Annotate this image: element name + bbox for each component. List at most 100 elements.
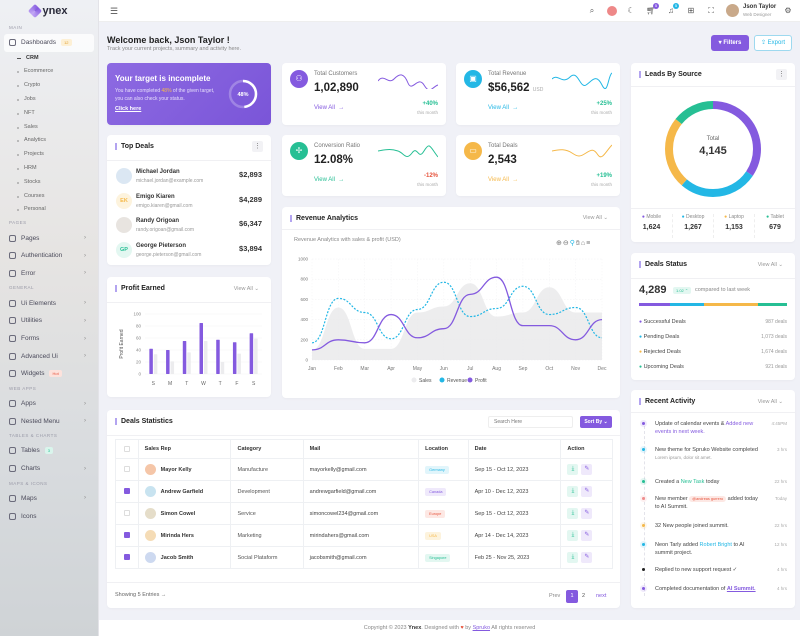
edit-icon[interactable]: ✎ xyxy=(581,464,593,475)
sidebar-item-advanced-ui[interactable]: Advanced Ui › xyxy=(0,347,98,365)
zoom-out-icon[interactable]: ⊖ xyxy=(562,240,570,247)
sidebar-subitem-stocks[interactable]: Stocks xyxy=(0,176,98,190)
reset-home-icon[interactable]: ⌂ xyxy=(580,240,587,247)
stat-period: this month xyxy=(417,110,438,115)
stat-value: 12.08% xyxy=(314,154,354,166)
sidebar-item-utilities[interactable]: Utilities › xyxy=(0,312,98,330)
sidebar-subitem-sales[interactable]: Sales xyxy=(0,121,98,135)
row-checkbox[interactable] xyxy=(115,546,139,569)
pagination-page-2[interactable]: 2 xyxy=(582,593,586,599)
sidebar-item-dashboards[interactable]: Dashboards 12 xyxy=(4,34,94,52)
view-all-link[interactable]: View All → xyxy=(488,177,519,183)
sidebar-item-icons[interactable]: Icons xyxy=(0,507,98,525)
top-deal-item[interactable]: Michael Jordan michael.jordan@example.co… xyxy=(116,166,262,186)
row-checkbox[interactable] xyxy=(115,480,139,503)
sidebar-subitem-nft[interactable]: NFT xyxy=(0,107,98,121)
view-all-link[interactable]: View All → xyxy=(314,105,345,111)
settings-gear-icon[interactable]: ⚙ xyxy=(784,6,792,15)
user-avatar[interactable] xyxy=(726,4,739,17)
search-icon[interactable]: ⌕ xyxy=(589,6,595,15)
row-checkbox[interactable] xyxy=(115,458,139,481)
sidebar-item-tables[interactable]: Tables 3 xyxy=(0,442,98,460)
top-deal-item[interactable]: Randy Origoan randy.origoan@gmail.com $6… xyxy=(116,215,262,235)
sidebar-item-pages[interactable]: Pages › xyxy=(0,229,98,247)
moon-icon[interactable]: ☾ xyxy=(627,6,635,15)
more-options-icon[interactable]: ⋮ xyxy=(776,69,787,80)
revenue-analytics-title: Revenue Analytics xyxy=(290,215,358,222)
activity-view-all[interactable]: View All ⌄ xyxy=(757,399,783,405)
pagination-prev[interactable]: Prev xyxy=(549,593,561,599)
wallet-icon: ▣ xyxy=(464,70,482,88)
bell-icon[interactable]: ♫︎ 5 xyxy=(668,3,679,15)
bar xyxy=(170,361,175,374)
location-badge: Canada xyxy=(425,487,447,496)
click-here-link[interactable]: Click here xyxy=(115,106,142,112)
logo[interactable]: ynex xyxy=(0,0,98,22)
pagination-page-1[interactable]: 1 xyxy=(566,590,578,603)
sidebar-subitem-crypto[interactable]: Crypto xyxy=(0,79,98,93)
more-options-icon[interactable]: ⋮ xyxy=(252,141,263,152)
sidebar-item-charts[interactable]: Charts › xyxy=(0,460,98,478)
sidebar-item-nested-menu[interactable]: Nested Menu › xyxy=(0,412,98,430)
revenue-chart-title: Revenue Analytics with sales & profit (U… xyxy=(294,237,401,243)
chart-menu-icon[interactable]: ≡ xyxy=(586,240,592,247)
top-deal-item[interactable]: EK Emigo Kiaren emigo.kiaren@gmail.com $… xyxy=(116,191,262,211)
edit-icon[interactable]: ✎ xyxy=(581,486,593,497)
cart-icon[interactable]: 🛒︎ 5 xyxy=(646,3,659,15)
sidebar-item-maps[interactable]: Maps › xyxy=(0,490,98,508)
pan-hand-icon[interactable]: ✋︎ xyxy=(575,240,581,247)
sidebar-subitem-hrm[interactable]: HRM xyxy=(0,162,98,176)
table-row: Jacob Smith Social Plataform jacobsmith@… xyxy=(115,546,613,569)
profit-view-all[interactable]: View All ⌄ xyxy=(233,286,259,292)
fullscreen-icon[interactable]: ⛶ xyxy=(708,6,714,15)
users-icon: ⚇ xyxy=(290,70,308,88)
sidebar-item-widgets[interactable]: Widgets Hot xyxy=(0,365,98,383)
sidebar-item-apps[interactable]: Apps › xyxy=(0,395,98,413)
row-checkbox[interactable] xyxy=(115,502,139,525)
export-button[interactable]: ⇪ Export xyxy=(754,35,792,51)
edit-icon[interactable]: ✎ xyxy=(581,508,593,519)
edit-icon[interactable]: ✎ xyxy=(581,552,593,563)
flag-us-icon[interactable] xyxy=(607,6,617,16)
sidebar-subitem-courses[interactable]: Courses xyxy=(0,190,98,204)
download-icon[interactable]: ⤓ xyxy=(567,552,579,563)
edit-icon[interactable]: ✎ xyxy=(581,530,593,541)
zoom-in-icon[interactable]: ⊕ xyxy=(556,240,563,247)
sidebar-item-authentication[interactable]: Authentication › xyxy=(0,247,98,265)
filters-button[interactable]: ▾ Filters xyxy=(711,35,749,51)
view-all-link[interactable]: View All → xyxy=(488,105,519,111)
table-row: Andrew Garfield Development andrewgarfie… xyxy=(115,480,613,503)
row-checkbox[interactable] xyxy=(115,524,139,547)
top-deal-item[interactable]: GP George Pieterson george.pieterson@gma… xyxy=(116,240,262,260)
zoom-select-icon[interactable]: ⚲ xyxy=(569,240,576,247)
deals-compare-text: compared to last week xyxy=(695,287,751,293)
download-icon[interactable]: ⤓ xyxy=(567,530,579,541)
deal-status-item: ● Upcoming Deals 921 deals xyxy=(639,364,787,370)
profit-earned-card: Profit Earned View All ⌄ 0 20 40 60 80 100 Pro… xyxy=(107,277,271,397)
sidebar-subitem-jobs[interactable]: Jobs xyxy=(0,93,98,107)
menu-toggle-icon[interactable]: ☰ xyxy=(109,6,119,16)
activity-time: 4:45PM xyxy=(771,421,787,426)
sidebar-subitem-personal[interactable]: Personal xyxy=(0,203,98,217)
sidebar-subitem-ecommerce[interactable]: Ecommerce xyxy=(0,65,98,79)
download-icon[interactable]: ⤓ xyxy=(567,486,579,497)
download-icon[interactable]: ⤓ xyxy=(567,508,579,519)
apps-grid-icon[interactable]: ⊞ xyxy=(687,6,695,15)
sidebar-item-error[interactable]: Error › xyxy=(0,265,98,283)
search-input[interactable] xyxy=(488,416,573,428)
sidebar-item-ui-elements[interactable]: Ui Elements › xyxy=(0,294,98,312)
sales-rep-name: Andrew Garfield xyxy=(160,488,204,495)
view-all-link[interactable]: View All → xyxy=(314,177,345,183)
spruko-link[interactable]: Spruko xyxy=(472,625,491,631)
sidebar-subitem-crm[interactable]: CRM xyxy=(0,52,98,66)
download-icon[interactable]: ⤓ xyxy=(567,464,579,475)
revenue-view-all[interactable]: View All ⌄ xyxy=(582,215,608,221)
sidebar-subitem-projects[interactable]: Projects xyxy=(0,148,98,162)
sidebar-subitem-analytics[interactable]: Analytics xyxy=(0,134,98,148)
sidebar-item-forms[interactable]: Forms › xyxy=(0,330,98,348)
user-name[interactable]: Json Taylor xyxy=(743,4,777,10)
select-all-checkbox[interactable] xyxy=(115,439,139,459)
pagination-next[interactable]: next xyxy=(596,593,607,599)
deals-status-view-all[interactable]: View All ⌄ xyxy=(757,262,783,268)
sort-by-button[interactable]: Sort By ⌄ xyxy=(580,416,612,428)
